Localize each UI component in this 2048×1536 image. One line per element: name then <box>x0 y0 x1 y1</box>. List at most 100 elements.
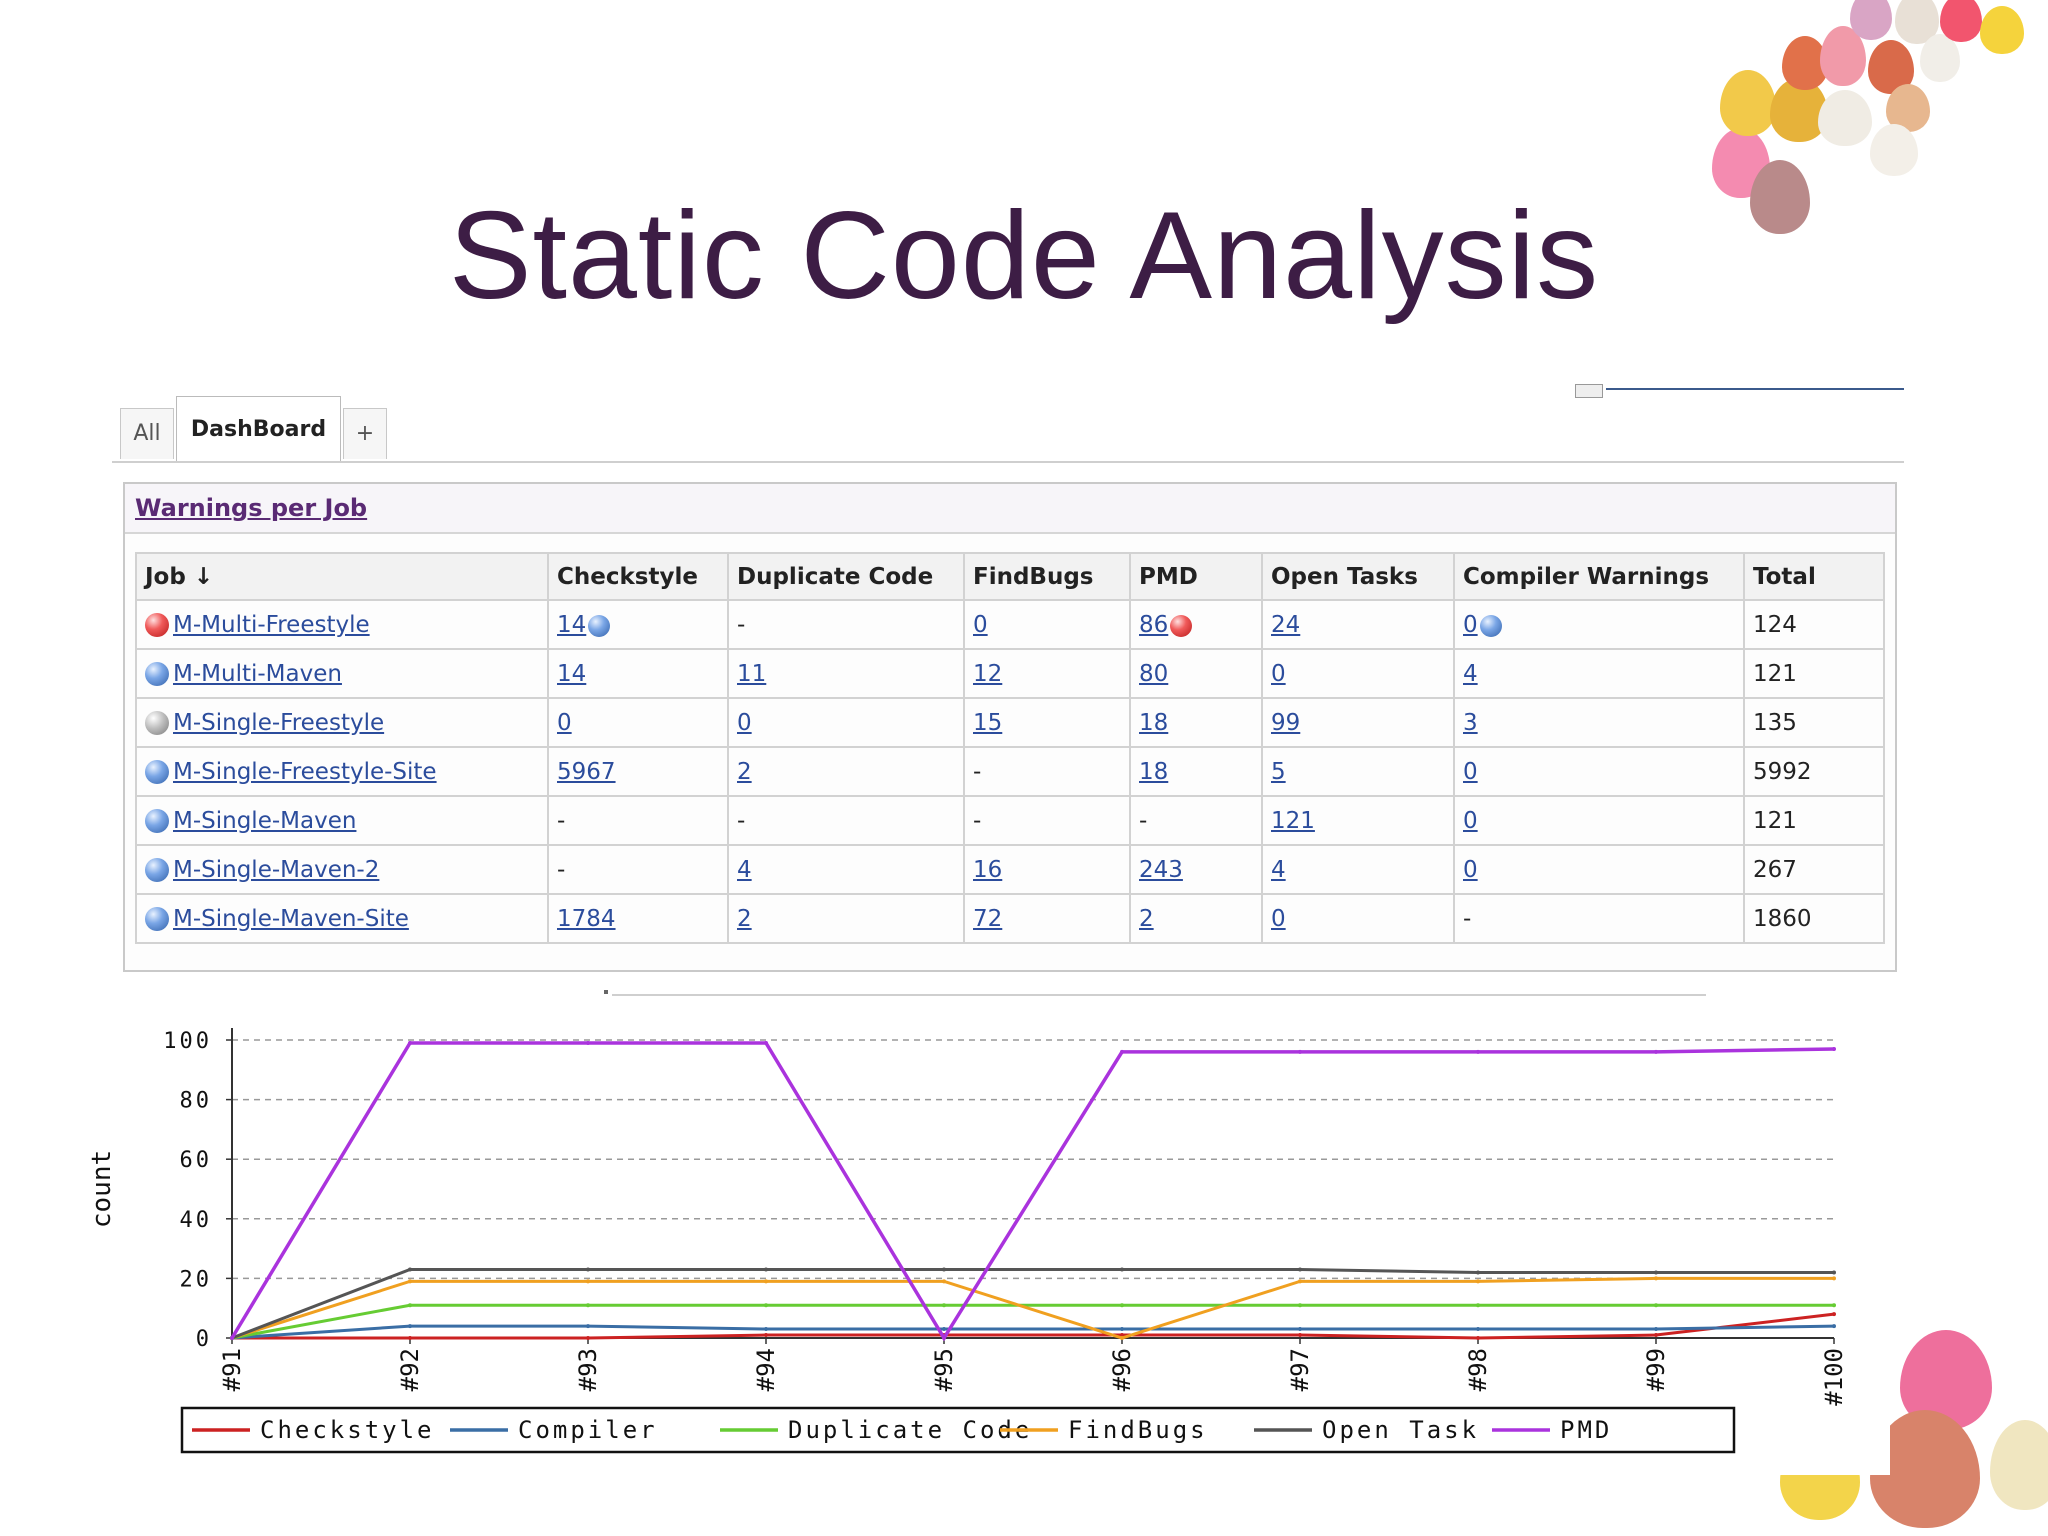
data-point <box>586 1324 590 1329</box>
open-tasks-link[interactable]: 121 <box>1271 807 1315 834</box>
tab-dashboard[interactable]: DashBoard <box>176 396 341 461</box>
total-cell: 1860 <box>1743 893 1885 944</box>
data-point <box>408 1324 412 1329</box>
toolbar-icon[interactable] <box>1575 384 1603 398</box>
total-cell: 124 <box>1743 599 1885 650</box>
y-tick-label: 100 <box>163 1029 212 1054</box>
findbugs-cell: 12 <box>963 648 1131 699</box>
data-point <box>408 1336 412 1340</box>
tab-all[interactable]: All <box>120 408 174 459</box>
data-point <box>764 1327 768 1332</box>
trend-blue-icon <box>588 614 611 637</box>
duplicate-code-link[interactable]: 2 <box>737 905 752 932</box>
build-status-blue-icon <box>145 906 169 931</box>
column-header-checkstyle[interactable]: Checkstyle <box>547 552 729 601</box>
checkstyle-link[interactable]: 5967 <box>557 758 616 785</box>
table-row: M-Single-Maven-Site 1784 2 72 2 0 - 1860 <box>135 893 1885 944</box>
pmd-cell: 86 <box>1129 599 1263 650</box>
column-header-open-tasks[interactable]: Open Tasks <box>1261 552 1455 601</box>
findbugs-cell: - <box>963 795 1131 846</box>
checkstyle-link[interactable]: 14 <box>557 611 587 638</box>
duplicate-code-link[interactable]: 11 <box>737 660 767 687</box>
data-point <box>1476 1270 1480 1275</box>
column-header-total[interactable]: Total <box>1743 552 1885 601</box>
series-line-open-task <box>231 1267 1834 1340</box>
open-tasks-link[interactable]: 0 <box>1271 905 1286 932</box>
open-tasks-link[interactable]: 5 <box>1271 758 1286 785</box>
compiler-warnings-link[interactable]: 0 <box>1463 807 1478 834</box>
compiler-warnings-value: - <box>1463 905 1472 932</box>
column-header-compiler-warnings[interactable]: Compiler Warnings <box>1453 552 1745 601</box>
pmd-cell: 243 <box>1129 844 1263 895</box>
job-cell: M-Multi-Maven <box>135 648 549 699</box>
findbugs-value: - <box>973 758 982 785</box>
data-point <box>408 1267 412 1272</box>
job-link[interactable]: M-Multi-Maven <box>173 660 342 687</box>
data-point <box>586 1267 590 1272</box>
job-cell: M-Single-Freestyle <box>135 697 549 748</box>
compiler-warnings-link[interactable]: 4 <box>1463 660 1478 687</box>
series-line-pmd <box>230 1041 1835 1342</box>
column-header-findbugs[interactable]: FindBugs <box>963 552 1131 601</box>
compiler-warnings-link[interactable]: 0 <box>1463 758 1478 785</box>
pmd-link[interactable]: 18 <box>1139 758 1169 785</box>
tab-add-view[interactable]: + <box>343 408 387 459</box>
column-header-job[interactable]: Job ↓ <box>135 552 549 601</box>
job-link[interactable]: M-Single-Freestyle <box>173 709 385 736</box>
open-tasks-cell: 24 <box>1261 599 1455 650</box>
checkstyle-link[interactable]: 14 <box>557 660 587 687</box>
duplicate-code-link[interactable]: 0 <box>737 709 752 736</box>
pmd-cell: - <box>1129 795 1263 846</box>
separator-dot <box>604 990 608 994</box>
findbugs-link[interactable]: 16 <box>973 856 1003 883</box>
pmd-link[interactable]: 2 <box>1139 905 1154 932</box>
checkstyle-cell: 14 <box>547 648 729 699</box>
findbugs-cell: 72 <box>963 893 1131 944</box>
open-tasks-link[interactable]: 4 <box>1271 856 1286 883</box>
job-link[interactable]: M-Single-Maven <box>173 807 357 834</box>
compiler-warnings-cell: 3 <box>1453 697 1745 748</box>
job-link[interactable]: M-Single-Maven-2 <box>173 856 380 883</box>
warnings-panel: Warnings per Job Job ↓ Checkstyle Duplic… <box>123 482 1897 972</box>
data-point <box>1298 1303 1302 1308</box>
pmd-link[interactable]: 243 <box>1139 856 1183 883</box>
data-point <box>586 1279 590 1284</box>
findbugs-link[interactable]: 0 <box>973 611 988 638</box>
x-tick-label: #92 <box>396 1348 424 1391</box>
data-point <box>942 1336 946 1340</box>
table-row: M-Single-Freestyle-Site 5967 2 - 18 5 0 5992 <box>135 746 1885 797</box>
column-header-duplicate-code[interactable]: Duplicate Code <box>727 552 965 601</box>
compiler-warnings-link[interactable]: 0 <box>1463 611 1478 638</box>
findbugs-link[interactable]: 15 <box>973 709 1003 736</box>
duplicate-code-link[interactable]: 2 <box>737 758 752 785</box>
table-row: M-Single-Freestyle 0 0 15 18 99 3 135 <box>135 697 1885 748</box>
findbugs-cell: 0 <box>963 599 1131 650</box>
job-link[interactable]: M-Multi-Freestyle <box>173 611 370 638</box>
column-header-pmd[interactable]: PMD <box>1129 552 1263 601</box>
duplicate-code-link[interactable]: 4 <box>737 856 752 883</box>
open-tasks-cell: 5 <box>1261 746 1455 797</box>
compiler-warnings-link[interactable]: 0 <box>1463 856 1478 883</box>
pmd-link[interactable]: 18 <box>1139 709 1169 736</box>
checkstyle-link[interactable]: 1784 <box>557 905 616 932</box>
data-point <box>586 1040 590 1045</box>
series-line-checkstyle <box>232 1312 1835 1340</box>
data-point <box>1476 1327 1480 1332</box>
series-line-compiler <box>231 1324 1835 1340</box>
x-tick-label: #93 <box>574 1348 602 1391</box>
findbugs-value: - <box>973 807 982 834</box>
findbugs-link[interactable]: 72 <box>973 905 1003 932</box>
pmd-link[interactable]: 80 <box>1139 660 1169 687</box>
pmd-link[interactable]: 86 <box>1139 611 1169 638</box>
findbugs-link[interactable]: 12 <box>973 660 1003 687</box>
open-tasks-link[interactable]: 0 <box>1271 660 1286 687</box>
compiler-warnings-link[interactable]: 3 <box>1463 709 1478 736</box>
compiler-warnings-cell: 4 <box>1453 648 1745 699</box>
checkstyle-link[interactable]: 0 <box>557 709 572 736</box>
job-link[interactable]: M-Single-Maven-Site <box>173 905 409 932</box>
open-tasks-link[interactable]: 24 <box>1271 611 1301 638</box>
data-point <box>942 1303 946 1308</box>
panel-title-link[interactable]: Warnings per Job <box>135 494 368 522</box>
job-link[interactable]: M-Single-Freestyle-Site <box>173 758 437 785</box>
open-tasks-link[interactable]: 99 <box>1271 709 1301 736</box>
